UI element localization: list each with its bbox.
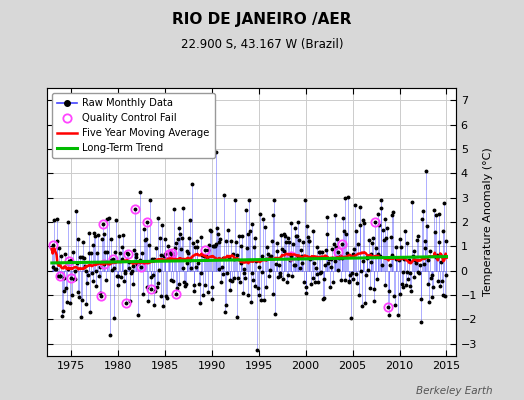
Y-axis label: Temperature Anomaly (°C): Temperature Anomaly (°C) xyxy=(483,148,493,296)
Legend: Raw Monthly Data, Quality Control Fail, Five Year Moving Average, Long-Term Tren: Raw Monthly Data, Quality Control Fail, … xyxy=(52,93,214,158)
Text: Berkeley Earth: Berkeley Earth xyxy=(416,386,493,396)
Text: RIO DE JANEIRO /AER: RIO DE JANEIRO /AER xyxy=(172,12,352,27)
Text: 22.900 S, 43.167 W (Brazil): 22.900 S, 43.167 W (Brazil) xyxy=(181,38,343,51)
